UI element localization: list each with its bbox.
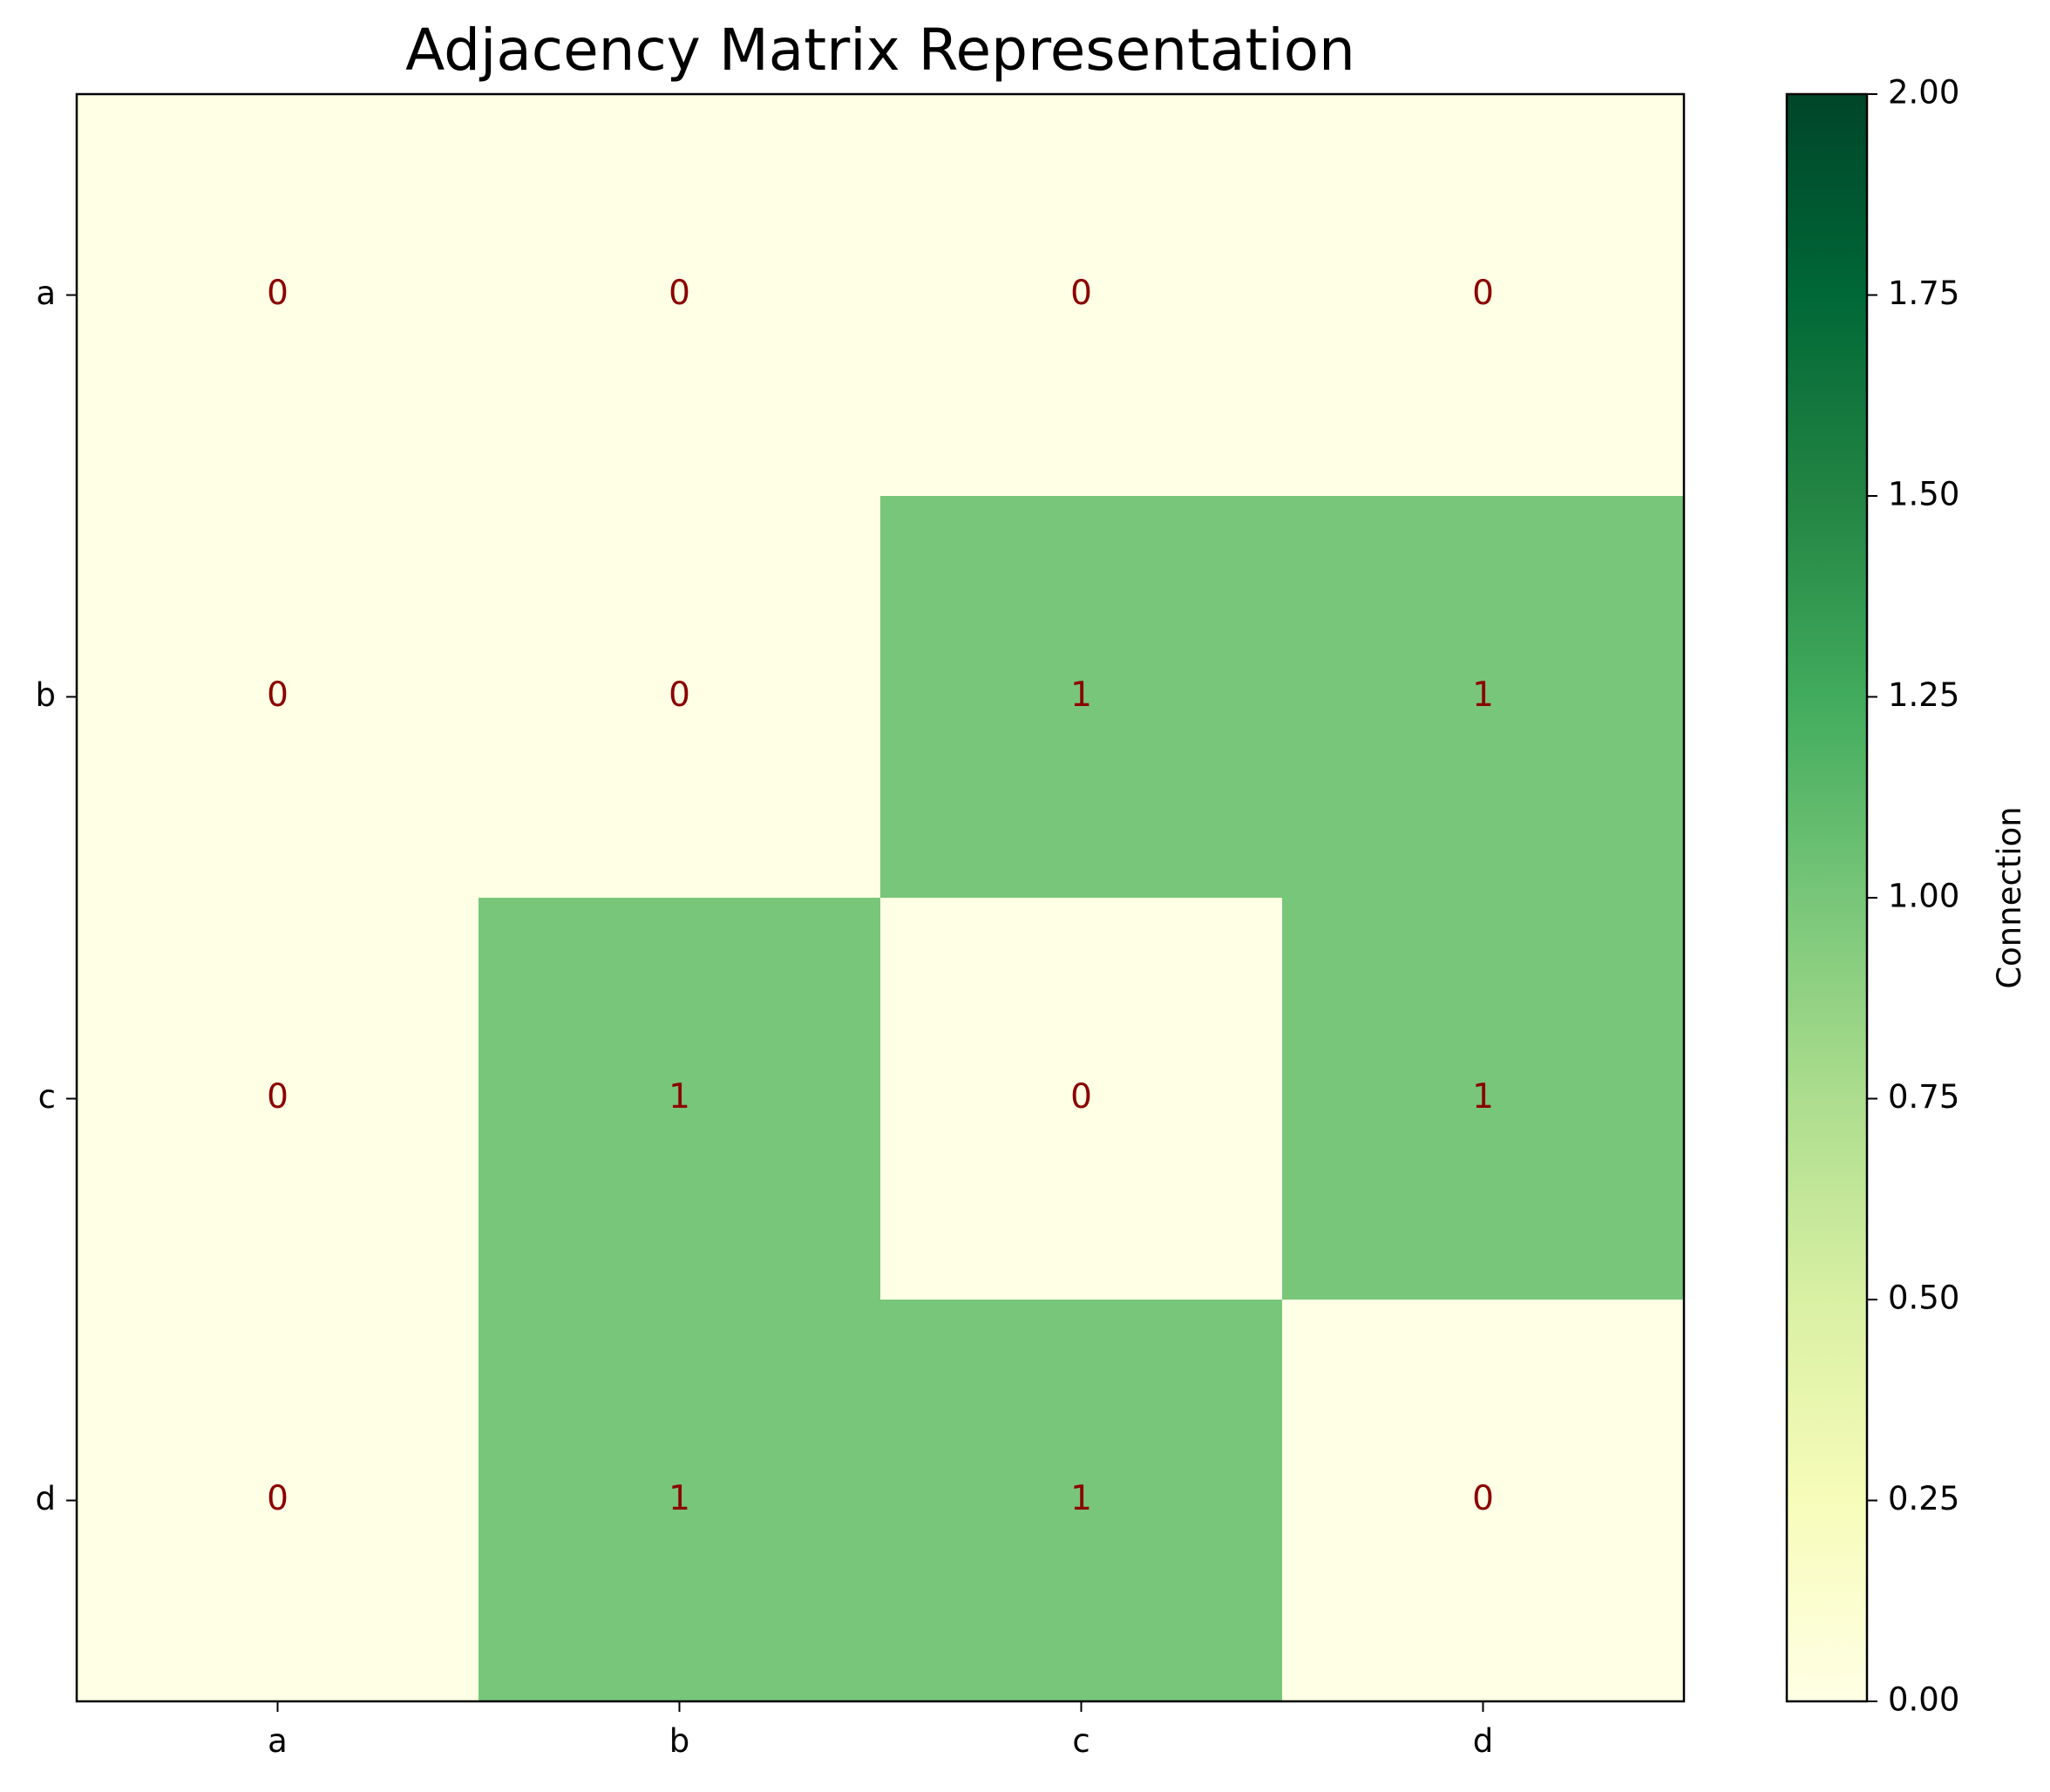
cell-value-label: 0 <box>669 675 690 715</box>
cell-value-label: 0 <box>267 1479 288 1518</box>
heatmap-cell <box>880 898 1283 1300</box>
heatmap-cell <box>1282 1300 1685 1702</box>
heatmap-cells <box>77 94 1685 1702</box>
y-tick-label: c <box>38 1078 56 1116</box>
x-tick-label: c <box>1072 1722 1089 1760</box>
heatmap-cell <box>1282 898 1685 1300</box>
cell-value-label: 1 <box>669 1077 690 1117</box>
colorbar-tick-label: 0.75 <box>1888 1078 1959 1116</box>
heatmap-cell <box>479 94 881 497</box>
colorbar-tick-label: 1.25 <box>1888 676 1959 714</box>
cell-value-label: 1 <box>1070 675 1092 715</box>
cell-value-label: 0 <box>1070 1077 1092 1117</box>
x-axis-ticks: a b c d <box>268 1701 1493 1760</box>
plot-frame <box>75 92 1686 1703</box>
colorbar-gradient <box>1787 94 1867 1701</box>
colorbar-tick-label: 1.00 <box>1888 878 1959 915</box>
cell-value-label: 1 <box>1070 1479 1092 1518</box>
colorbar-tick-label: 2.00 <box>1888 74 1959 112</box>
heatmap-cell <box>1282 94 1685 497</box>
y-tick-label: d <box>36 1480 57 1517</box>
colorbar-ticks: 0.00 0.25 0.50 0.75 1.00 1.25 1.50 1.75 2.00 <box>1867 74 1959 1719</box>
heatmap-cell <box>479 496 881 899</box>
colorbar-label: Connection <box>1991 806 2028 988</box>
x-tick-label: b <box>669 1722 690 1760</box>
heatmap-cell <box>1282 496 1685 899</box>
cell-value-label: 1 <box>1472 1077 1494 1117</box>
x-tick-label: a <box>268 1722 288 1760</box>
heatmap-cell <box>479 1300 881 1702</box>
cell-value-label: 0 <box>1472 1479 1494 1518</box>
colorbar-tick-label: 1.50 <box>1888 476 1959 513</box>
y-tick-label: a <box>36 275 56 312</box>
colorbar-tick-label: 1.75 <box>1888 275 1959 312</box>
heatmap-cell <box>77 496 479 899</box>
heatmap-cell <box>479 898 881 1300</box>
heatmap-cell <box>880 1300 1283 1702</box>
cell-value-label: 1 <box>1472 675 1494 715</box>
heatmap-cell <box>880 94 1283 497</box>
colorbar-tick-label: 0.25 <box>1888 1480 1959 1517</box>
x-tick-label: d <box>1473 1722 1494 1760</box>
cell-value-label: 0 <box>1070 274 1092 313</box>
heatmap-cell <box>77 1300 479 1702</box>
heatmap-cell <box>77 898 479 1300</box>
heatmap-cell <box>77 94 479 497</box>
cell-value-label: 0 <box>267 675 288 715</box>
colorbar-tick-label: 0.00 <box>1888 1681 1959 1719</box>
heatmap-cell <box>880 496 1283 899</box>
cell-value-label: 0 <box>267 274 288 313</box>
cell-value-label: 1 <box>669 1479 690 1518</box>
chart-title: Adjacency Matrix Representation <box>405 17 1355 84</box>
y-tick-label: b <box>36 676 57 714</box>
cell-value-label: 0 <box>267 1077 288 1117</box>
y-axis-ticks: a b c d <box>36 275 77 1517</box>
cell-annotations: 0 0 0 0 0 0 1 1 0 1 0 1 0 1 1 0 <box>267 274 1494 1518</box>
cell-value-label: 0 <box>1472 274 1494 313</box>
cell-value-label: 0 <box>669 274 690 313</box>
colorbar-tick-label: 0.50 <box>1888 1280 1959 1317</box>
